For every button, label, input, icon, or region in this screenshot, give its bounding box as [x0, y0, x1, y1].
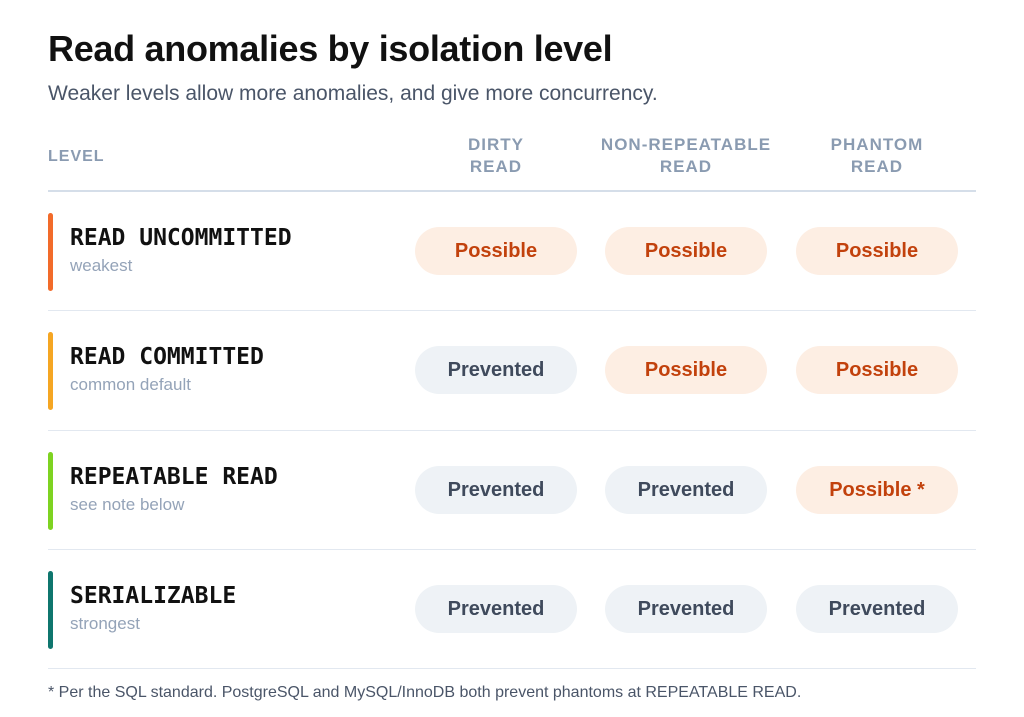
level-name: READ UNCOMMITTED: [70, 225, 292, 251]
table-bottom-divider: [48, 668, 976, 669]
cell-phantom-read: Possible: [796, 227, 958, 275]
level-note: common default: [70, 375, 191, 394]
table-row-serializable: SERIALIZABLE strongest Prevented Prevent…: [48, 550, 976, 668]
row-accent-bar: [48, 452, 53, 530]
level-note: see note below: [70, 495, 185, 514]
level-note: weakest: [70, 256, 133, 275]
page-title: Read anomalies by isolation level: [48, 28, 613, 69]
column-header-level: LEVEL: [48, 148, 105, 165]
column-header-non-repeatable-read-line2: READ: [659, 157, 713, 176]
cell-non-repeatable-read: Possible: [605, 346, 767, 394]
column-header-dirty-read-line1: DIRTY: [468, 135, 524, 154]
column-header-phantom-read-line2: READ: [850, 157, 904, 176]
cell-phantom-read: Possible: [796, 346, 958, 394]
level-name: SERIALIZABLE: [70, 583, 237, 609]
level-note: strongest: [70, 614, 140, 633]
row-divider: [48, 430, 976, 431]
cell-dirty-read: Prevented: [415, 346, 577, 394]
column-header-dirty-read: DIRTY READ: [415, 134, 577, 178]
cell-phantom-read: Prevented: [796, 585, 958, 633]
column-header-phantom-read: PHANTOM READ: [796, 134, 958, 178]
footnote: * Per the SQL standard. PostgreSQL and M…: [48, 684, 802, 701]
column-header-non-repeatable-read-line1: NON-REPEATABLE: [600, 135, 772, 154]
row-accent-bar: [48, 213, 53, 291]
column-header-non-repeatable-read: NON-REPEATABLE READ: [586, 134, 786, 178]
header-divider: [48, 190, 976, 192]
page-subtitle: Weaker levels allow more anomalies, and …: [48, 82, 658, 105]
cell-dirty-read: Possible: [415, 227, 577, 275]
cell-non-repeatable-read: Possible: [605, 227, 767, 275]
row-accent-bar: [48, 571, 53, 649]
cell-dirty-read: Prevented: [415, 466, 577, 514]
level-name: READ COMMITTED: [70, 344, 264, 370]
cell-dirty-read: Prevented: [415, 585, 577, 633]
level-name: REPEATABLE READ: [70, 464, 278, 490]
column-header-dirty-read-line2: READ: [469, 157, 523, 176]
cell-phantom-read: Possible *: [796, 466, 958, 514]
row-divider: [48, 549, 976, 550]
cell-non-repeatable-read: Prevented: [605, 585, 767, 633]
table-row-read-committed: READ COMMITTED common default Prevented …: [48, 311, 976, 429]
table-row-read-uncommitted: READ UNCOMMITTED weakest Possible Possib…: [48, 192, 976, 310]
table-row-repeatable-read: REPEATABLE READ see note below Prevented…: [48, 431, 976, 549]
column-header-phantom-read-line1: PHANTOM: [830, 135, 924, 154]
row-divider: [48, 310, 976, 311]
row-accent-bar: [48, 332, 53, 410]
cell-non-repeatable-read: Prevented: [605, 466, 767, 514]
